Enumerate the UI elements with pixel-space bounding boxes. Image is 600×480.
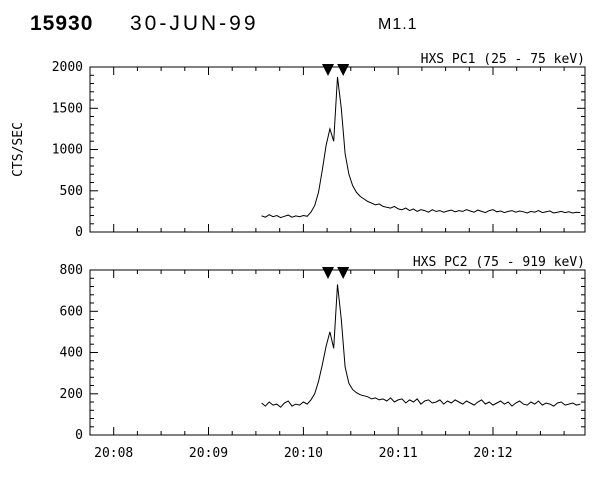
x-tick-label: 20:12 [473,446,512,461]
plot-frame [89,66,586,233]
y-tick-label: 500 [60,184,83,199]
y-axis-label: CTS/SEC [11,122,26,177]
x-tick-label: 20:10 [284,446,323,461]
y-tick-label: 1000 [52,143,83,158]
flare-marker-triangle [337,64,350,76]
goes-class: M1.1 [378,16,418,33]
lightcurve [261,76,581,219]
y-tick-label: 200 [60,387,83,402]
event-date: 30-JUN-99 [130,12,259,35]
lightcurve [261,284,581,408]
y-tick-label: 0 [75,225,83,240]
y-tick-label: 800 [60,263,83,278]
x-tick-label: 20:08 [94,446,133,461]
hxs-pc1-chart: 0 500 1000 1500 2000 HXS PC1 (25 - 75 keV) CTS… [11,52,586,240]
flare-marker-triangle [322,64,334,76]
flare-marker-triangle [337,267,350,279]
flare-marker-triangle [322,267,334,279]
hxs-pc2-chart: 0 200 400 600 800 20:08 20:09 20:10 20:11 20:12 HX… [60,255,586,461]
y-tick-label: 600 [60,304,83,319]
x-tick-label: 20:11 [379,446,418,461]
y-tick-label: 1500 [52,101,83,116]
y-tick-label: 400 [60,346,83,361]
panel-title: HXS PC2 (75 - 919 keV) [413,255,585,270]
plot-frame [89,269,586,436]
panel-title: HXS PC1 (25 - 75 keV) [421,52,585,67]
y-tick-label: 0 [75,428,83,443]
x-tick-label: 20:09 [189,446,228,461]
event-id: 15930 [30,12,94,35]
y-tick-label: 2000 [52,60,83,75]
